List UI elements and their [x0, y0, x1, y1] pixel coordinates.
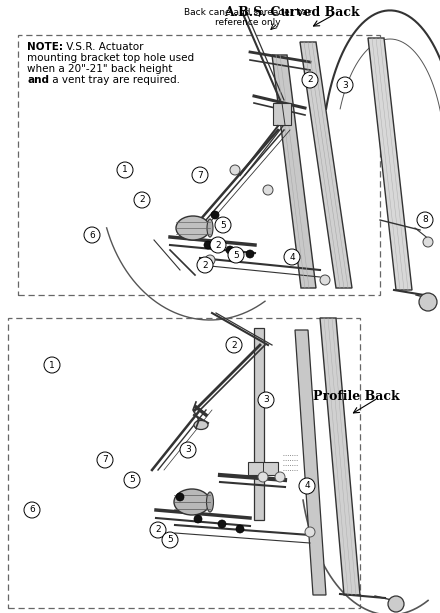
- Circle shape: [299, 478, 315, 494]
- Polygon shape: [272, 55, 316, 288]
- Ellipse shape: [206, 492, 213, 512]
- Text: 2: 2: [202, 261, 208, 270]
- Circle shape: [180, 442, 196, 458]
- Text: 5: 5: [129, 476, 135, 484]
- Circle shape: [236, 525, 244, 533]
- Circle shape: [210, 237, 226, 253]
- Circle shape: [275, 472, 285, 482]
- Circle shape: [194, 515, 202, 523]
- Text: A.B.S. Curved Back: A.B.S. Curved Back: [224, 6, 360, 19]
- Text: a vent tray are required.: a vent tray are required.: [49, 75, 180, 85]
- Text: 3: 3: [263, 395, 269, 405]
- Circle shape: [230, 165, 240, 175]
- Circle shape: [44, 357, 60, 373]
- Text: 3: 3: [185, 446, 191, 454]
- Circle shape: [162, 532, 178, 548]
- Text: 2: 2: [231, 340, 237, 349]
- Circle shape: [215, 217, 231, 233]
- Polygon shape: [320, 318, 360, 595]
- Polygon shape: [295, 330, 326, 595]
- Text: 6: 6: [29, 506, 35, 514]
- Text: 2: 2: [215, 240, 221, 249]
- Ellipse shape: [176, 216, 210, 240]
- Text: reference only: reference only: [215, 18, 281, 27]
- Circle shape: [134, 192, 150, 208]
- Text: 2: 2: [307, 75, 313, 85]
- Circle shape: [320, 275, 330, 285]
- Circle shape: [226, 246, 234, 254]
- Circle shape: [258, 392, 274, 408]
- Ellipse shape: [194, 421, 208, 430]
- Text: 2: 2: [139, 196, 145, 205]
- Circle shape: [117, 162, 133, 178]
- Circle shape: [246, 250, 254, 258]
- Circle shape: [423, 237, 433, 247]
- Circle shape: [218, 520, 226, 528]
- Circle shape: [204, 241, 212, 249]
- Polygon shape: [300, 42, 352, 288]
- Text: when a 20"-21" back height: when a 20"-21" back height: [27, 64, 172, 74]
- Text: 8: 8: [422, 216, 428, 224]
- Text: mounting bracket top hole used: mounting bracket top hole used: [27, 53, 194, 63]
- Text: 2: 2: [155, 525, 161, 535]
- Circle shape: [228, 247, 244, 263]
- Polygon shape: [254, 328, 264, 520]
- Circle shape: [337, 77, 353, 93]
- Circle shape: [226, 337, 242, 353]
- Circle shape: [192, 167, 208, 183]
- Text: 7: 7: [102, 455, 108, 465]
- Polygon shape: [248, 462, 278, 475]
- Circle shape: [205, 255, 215, 265]
- Text: Profile Back: Profile Back: [313, 390, 400, 403]
- Text: 5: 5: [233, 251, 239, 259]
- Circle shape: [211, 211, 219, 219]
- Circle shape: [284, 249, 300, 265]
- Ellipse shape: [174, 489, 210, 515]
- Polygon shape: [368, 38, 412, 290]
- Circle shape: [97, 452, 113, 468]
- Text: 4: 4: [304, 481, 310, 490]
- Circle shape: [124, 472, 140, 488]
- Circle shape: [197, 257, 213, 273]
- Circle shape: [84, 227, 100, 243]
- Circle shape: [176, 493, 184, 501]
- Text: 3: 3: [342, 80, 348, 89]
- Text: 6: 6: [89, 230, 95, 240]
- Bar: [8, 318, 360, 608]
- Circle shape: [388, 596, 404, 612]
- Circle shape: [263, 185, 273, 195]
- Ellipse shape: [207, 219, 213, 237]
- Text: 1: 1: [122, 166, 128, 175]
- Bar: [273, 103, 291, 125]
- Circle shape: [417, 212, 433, 228]
- Bar: [18, 35, 380, 295]
- Text: 1: 1: [49, 360, 55, 370]
- Text: 4: 4: [289, 253, 295, 262]
- Circle shape: [302, 72, 318, 88]
- Circle shape: [150, 522, 166, 538]
- Text: V.S.R. Actuator: V.S.R. Actuator: [63, 42, 143, 52]
- Circle shape: [419, 293, 437, 311]
- Circle shape: [24, 502, 40, 518]
- Text: 7: 7: [197, 170, 203, 180]
- Text: and: and: [27, 75, 49, 85]
- Text: NOTE:: NOTE:: [27, 42, 63, 52]
- Circle shape: [258, 472, 268, 482]
- Text: Back cane and spreader bar: Back cane and spreader bar: [184, 8, 312, 17]
- Circle shape: [305, 527, 315, 537]
- Text: 5: 5: [167, 536, 173, 544]
- Text: 5: 5: [220, 221, 226, 229]
